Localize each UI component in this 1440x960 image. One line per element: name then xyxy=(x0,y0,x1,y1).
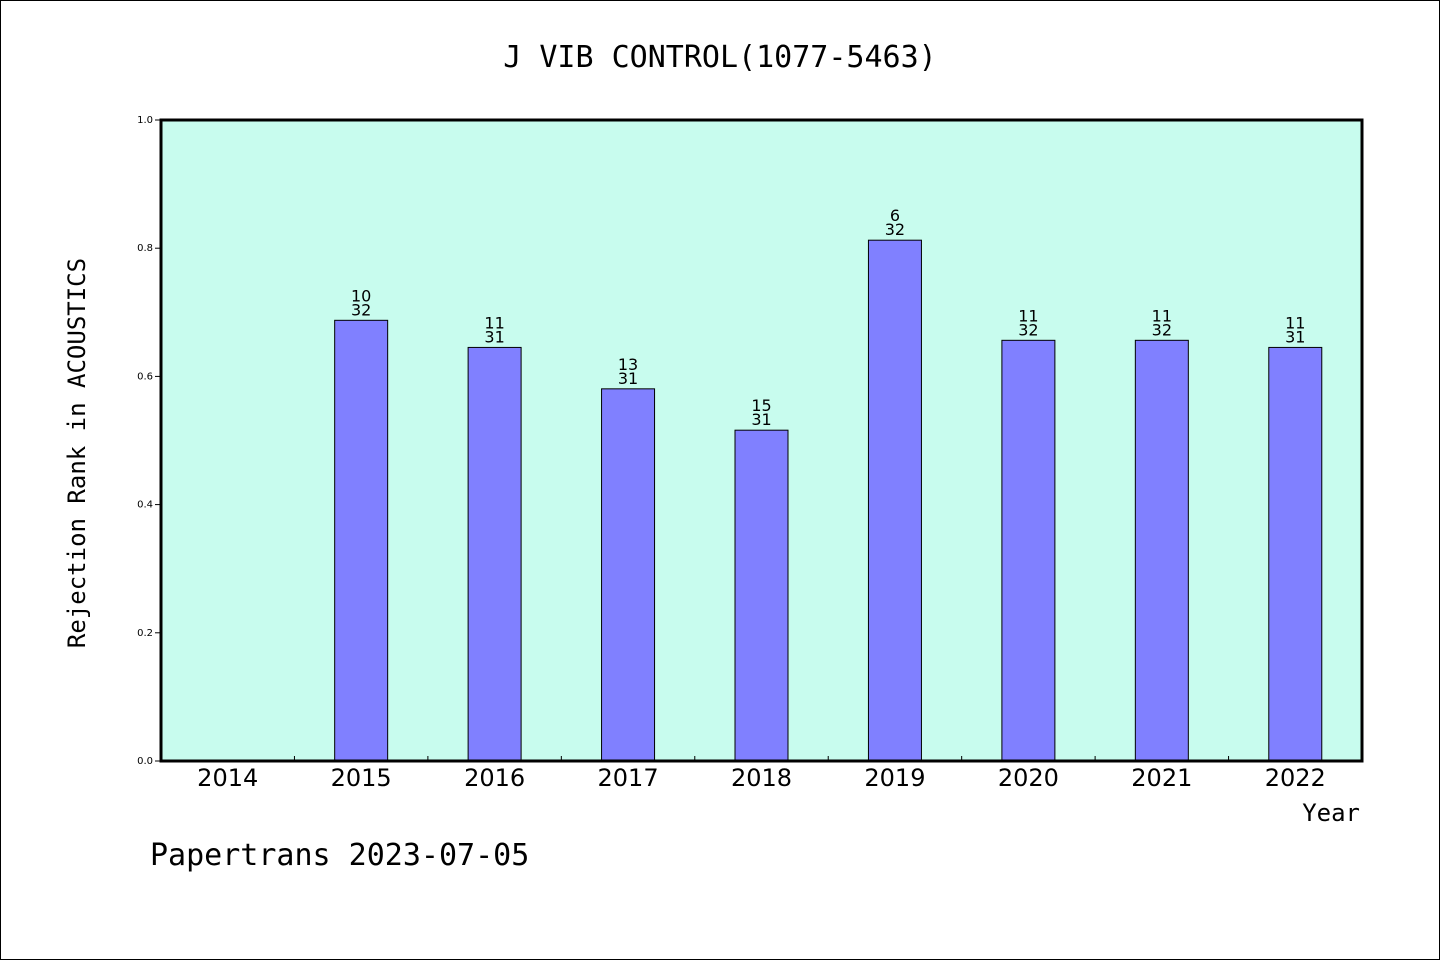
ticks-layer: 0.0 0.2 0.4 0.6 0.8 1.0 2014 2015 2016 2017 2018 20… xyxy=(137,115,1326,792)
y-tick-label: 0.0 xyxy=(137,756,153,767)
bar-label-denominator: 31 xyxy=(618,369,638,388)
y-tick-label: 0.2 xyxy=(137,628,153,639)
y-tick-label: 0.4 xyxy=(137,500,153,511)
bar-2020 xyxy=(1001,339,1056,762)
bar-label-numerator: 6 xyxy=(890,206,900,225)
bar-label-denominator: 32 xyxy=(1018,320,1038,339)
bar-2022 xyxy=(1268,346,1323,762)
x-tick-label: 2021 xyxy=(1131,764,1192,792)
y-axis-label: Rejection Rank in ACOUSTICS xyxy=(63,258,91,648)
plot-frame xyxy=(159,118,1364,763)
bar-label-denominator: 32 xyxy=(885,220,905,239)
y-tick-label: 0.6 xyxy=(137,371,153,382)
bar-label-numerator: 11 xyxy=(1152,306,1172,325)
bar-label-denominator: 31 xyxy=(751,410,771,429)
x-tick-label: 2020 xyxy=(998,764,1059,792)
y-tick-label: 0.8 xyxy=(137,243,153,254)
bar-label-denominator: 31 xyxy=(484,327,504,346)
bar-label-numerator: 11 xyxy=(1285,313,1305,332)
x-tick-label: 2015 xyxy=(331,764,392,792)
bar-label-numerator: 10 xyxy=(351,286,371,305)
x-tick-label: 2019 xyxy=(864,764,925,792)
bar-label-numerator: 11 xyxy=(1018,306,1038,325)
bar-2015 xyxy=(334,319,389,762)
bar-2016 xyxy=(467,346,522,762)
x-tick-label: 2022 xyxy=(1265,764,1326,792)
x-tick-label: 2016 xyxy=(464,764,525,792)
bar-label-numerator: 15 xyxy=(751,396,771,415)
bar-2018 xyxy=(734,429,789,762)
x-tick-label: 2018 xyxy=(731,764,792,792)
bar-label-denominator: 31 xyxy=(1285,327,1305,346)
chart-title: J VIB CONTROL(1077-5463) xyxy=(503,40,936,75)
bar-label-numerator: 13 xyxy=(618,355,638,374)
bar-label-numerator: 11 xyxy=(484,313,504,332)
x-tick-label: 2014 xyxy=(197,764,258,792)
x-tick-label: 2017 xyxy=(598,764,659,792)
y-tick-label: 1.0 xyxy=(137,115,153,126)
bar-label-denominator: 32 xyxy=(1152,320,1172,339)
x-axis-label: Year xyxy=(1302,799,1360,827)
bar-2021 xyxy=(1134,339,1189,762)
footer-text: Papertrans 2023-07-05 xyxy=(150,838,529,873)
bar-label-denominator: 32 xyxy=(351,300,371,319)
bar-2017 xyxy=(601,388,656,762)
bar-2019 xyxy=(867,239,922,762)
